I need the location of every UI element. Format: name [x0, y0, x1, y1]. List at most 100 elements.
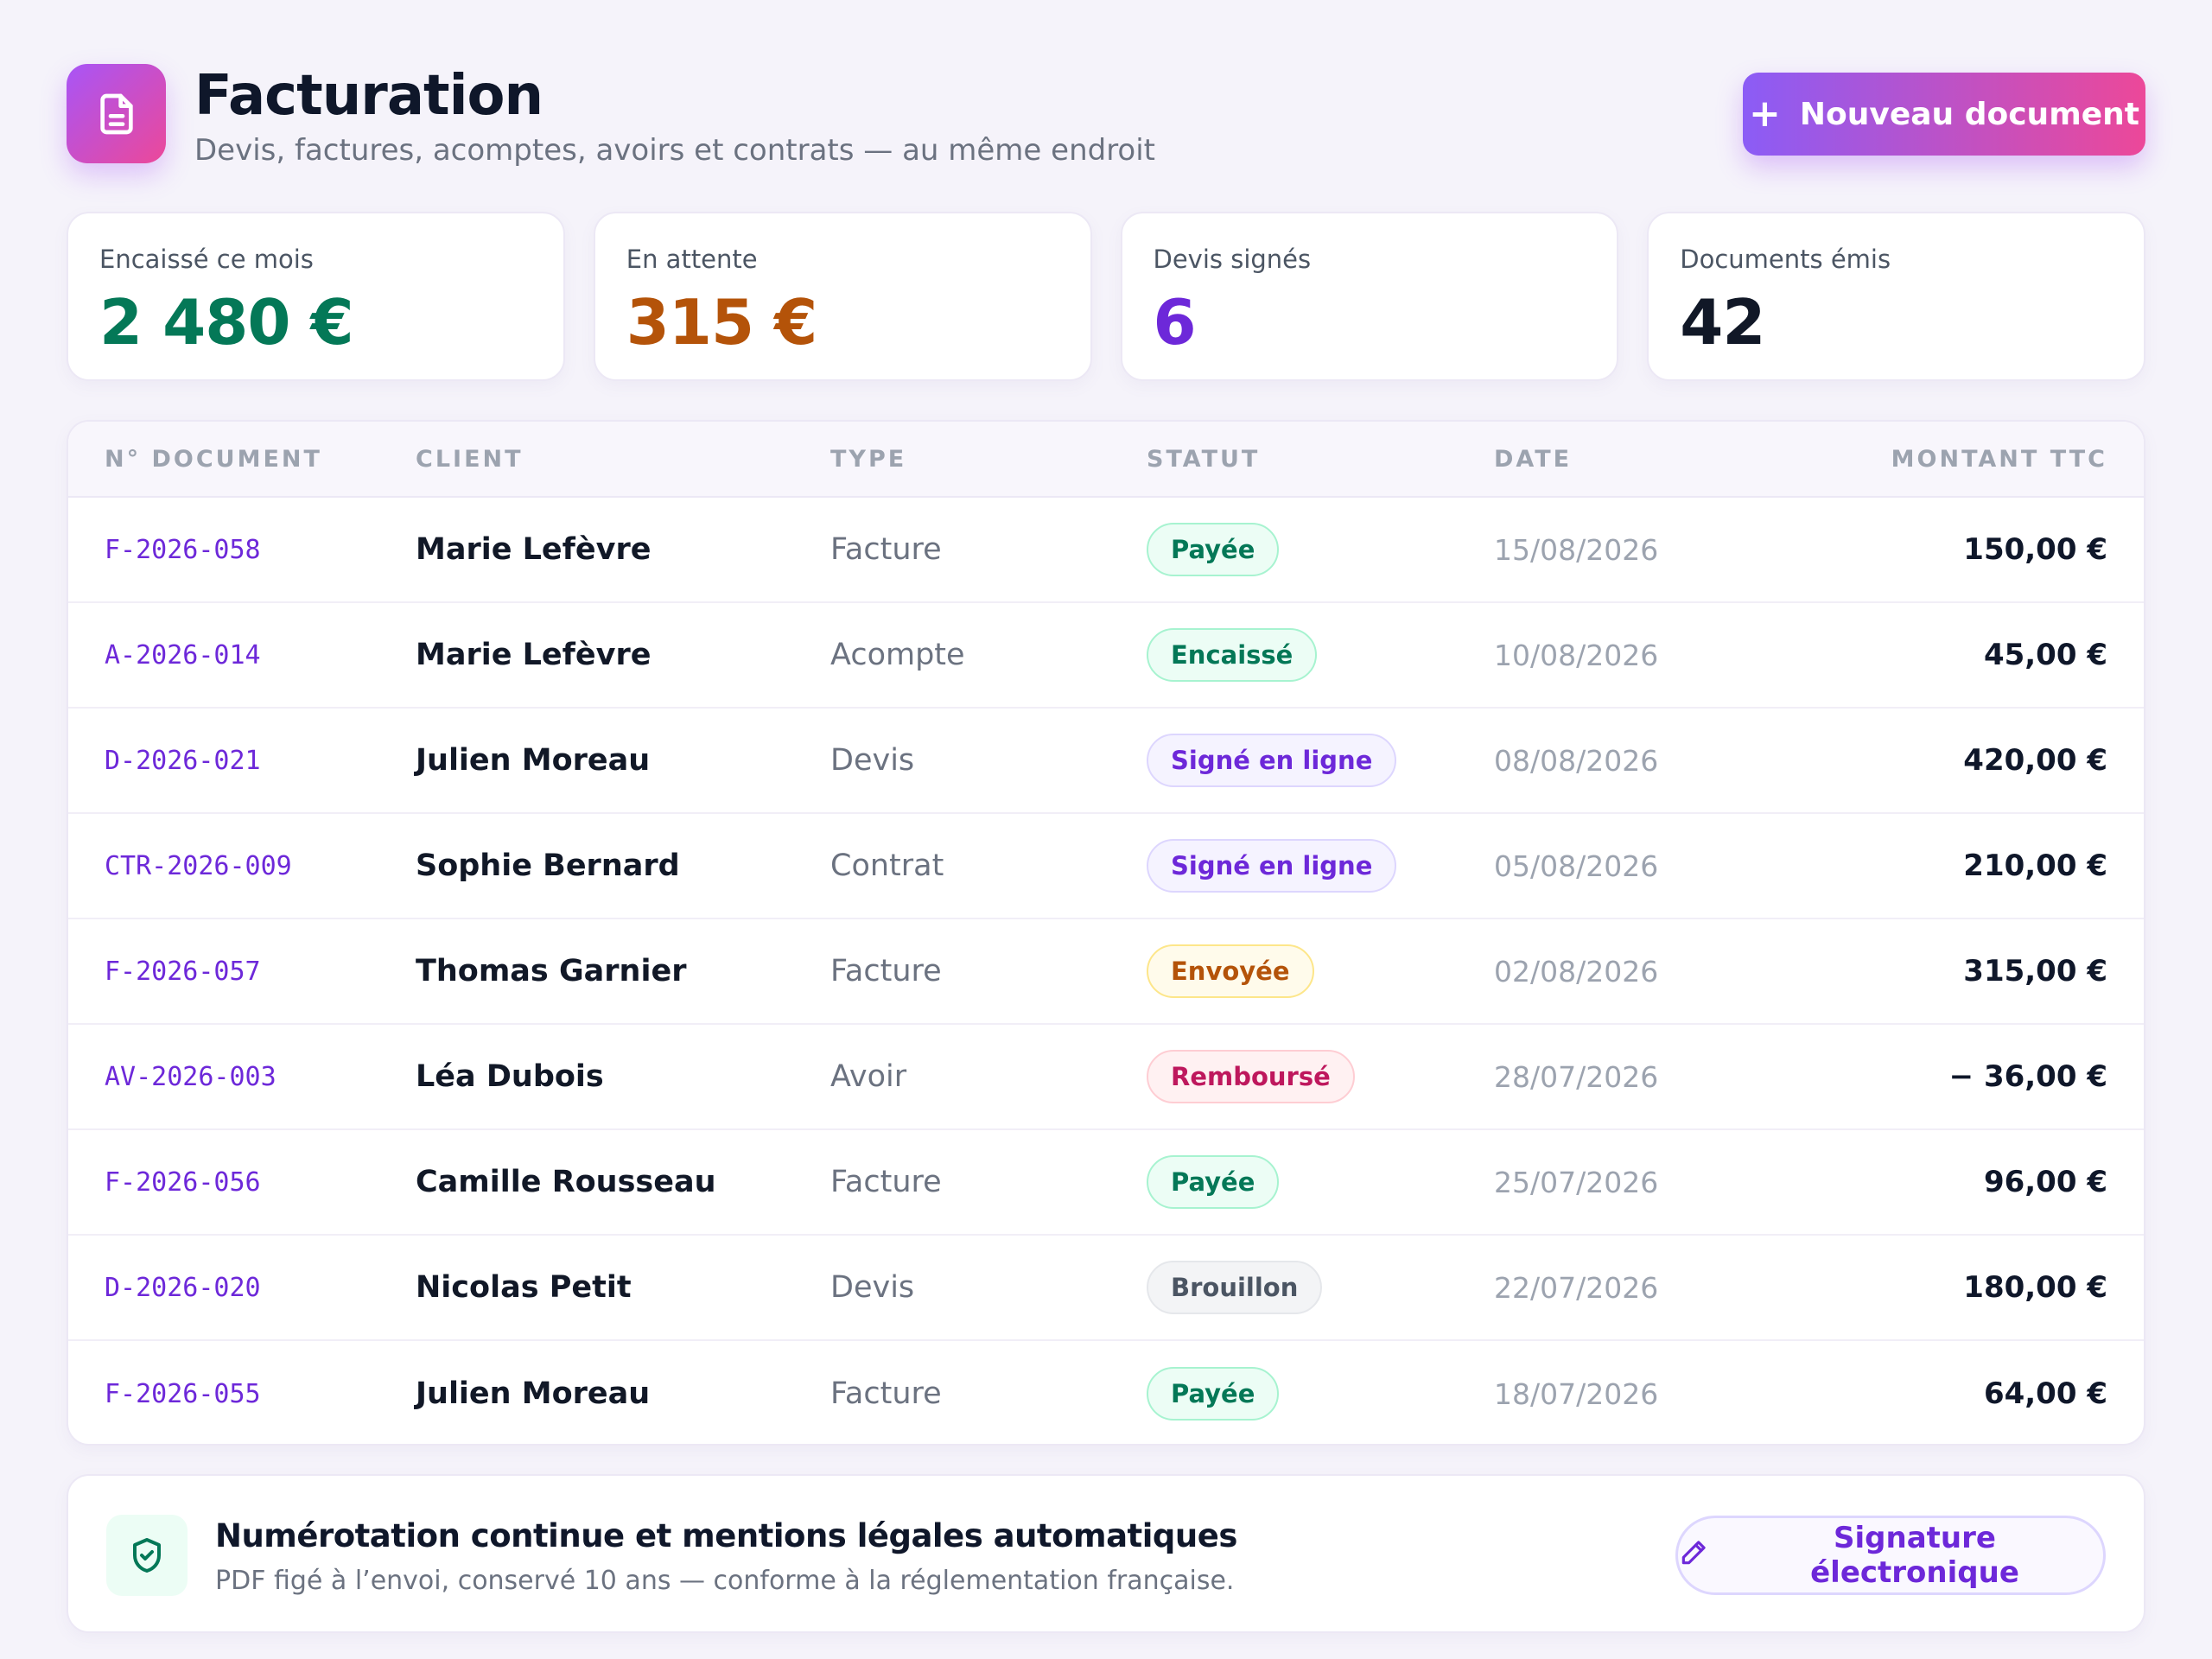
client-name: Marie Lefèvre — [416, 532, 652, 567]
document-number[interactable]: D-2026-020 — [105, 1272, 261, 1303]
table-row[interactable]: D-2026-020 Nicolas Petit Devis Brouillon 22/… — [68, 1236, 2144, 1341]
amount-ttc: 315,00 € — [1963, 954, 2107, 988]
stat-label: Devis signés — [1153, 245, 1312, 274]
column-header-type[interactable]: TYPE — [830, 445, 907, 473]
amount-ttc: 210,00 € — [1963, 849, 2107, 883]
document-type: Contrat — [830, 849, 944, 883]
column-header-status[interactable]: STATUT — [1147, 445, 1261, 473]
document-date: 28/07/2026 — [1494, 1059, 1659, 1094]
status-badge: Signé en ligne — [1147, 734, 1397, 787]
document-number[interactable]: D-2026-021 — [105, 745, 261, 776]
status-badge: Encaissé — [1147, 628, 1318, 682]
table-row[interactable]: D-2026-021 Julien Moreau Devis Signé en lig… — [68, 709, 2144, 814]
column-header-amount[interactable]: MONTANT TTC — [1891, 445, 2107, 473]
document-number[interactable]: F-2026-055 — [105, 1378, 261, 1409]
client-name: Thomas Garnier — [416, 954, 687, 988]
stat-value: 42 — [1680, 286, 1765, 359]
pen-icon — [1678, 1535, 1711, 1576]
document-number[interactable]: CTR-2026-009 — [105, 850, 292, 881]
amount-ttc: − 36,00 € — [1948, 1059, 2107, 1094]
new-document-button[interactable]: + Nouveau document — [1743, 73, 2145, 156]
compliance-title: Numérotation continue et mentions légale… — [215, 1517, 1237, 1554]
amount-ttc: 96,00 € — [1983, 1165, 2107, 1199]
document-date: 05/08/2026 — [1494, 849, 1659, 883]
status-badge: Envoyée — [1147, 944, 1314, 998]
document-date: 08/08/2026 — [1494, 743, 1659, 778]
status-badge: Payée — [1147, 1367, 1280, 1421]
column-header-client[interactable]: CLIENT — [416, 445, 524, 473]
document-type: Facture — [830, 954, 942, 988]
status-badge: Payée — [1147, 523, 1280, 576]
column-header-date[interactable]: DATE — [1494, 445, 1573, 473]
stat-card-signed-quotes: Devis signés 6 — [1120, 212, 1619, 381]
client-name: Léa Dubois — [416, 1059, 604, 1094]
document-number[interactable]: F-2026-057 — [105, 956, 261, 987]
document-date: 10/08/2026 — [1494, 638, 1659, 672]
table-row[interactable]: F-2026-057 Thomas Garnier Facture Envoyée 02… — [68, 919, 2144, 1025]
document-number[interactable]: AV-2026-003 — [105, 1061, 276, 1092]
document-type: Acompte — [830, 638, 965, 672]
stat-card-pending: En attente 315 € — [593, 212, 1092, 381]
stats-row: Encaissé ce mois 2 480 € En attente 315 … — [67, 212, 2145, 381]
table-row[interactable]: F-2026-056 Camille Rousseau Facture Payée 25… — [68, 1130, 2144, 1236]
amount-ttc: 64,00 € — [1983, 1376, 2107, 1411]
amount-ttc: 420,00 € — [1963, 743, 2107, 778]
status-badge: Brouillon — [1147, 1261, 1323, 1314]
page-header: Facturation Devis, factures, acomptes, a… — [67, 62, 2145, 168]
electronic-signature-label: Signature électronique — [1810, 1521, 2019, 1590]
documents-table: N° DOCUMENT CLIENT TYPE STATUT DATE MONT… — [67, 420, 2145, 1446]
plus-icon: + — [1749, 92, 1781, 136]
table-body: F-2026-058 Marie Lefèvre Facture Payée 15/08… — [68, 498, 2144, 1444]
stat-label: En attente — [626, 245, 758, 274]
document-date: 02/08/2026 — [1494, 954, 1659, 988]
new-document-label: Nouveau document — [1799, 96, 2139, 132]
stat-label: Documents émis — [1680, 245, 1891, 274]
page-title: Facturation — [194, 64, 543, 128]
stat-card-collected: Encaissé ce mois 2 480 € — [67, 212, 565, 381]
compliance-banner: Numérotation continue et mentions légale… — [67, 1474, 2145, 1633]
table-header: N° DOCUMENT CLIENT TYPE STATUT DATE MONT… — [68, 422, 2144, 498]
stat-value: 315 € — [626, 286, 817, 359]
status-badge: Signé en ligne — [1147, 839, 1397, 893]
document-type: Facture — [830, 532, 942, 567]
document-icon — [67, 64, 166, 163]
document-type: Devis — [830, 1270, 915, 1305]
page-subtitle: Devis, factures, acomptes, avoirs et con… — [194, 133, 1156, 168]
amount-ttc: 150,00 € — [1963, 532, 2107, 567]
document-date: 18/07/2026 — [1494, 1376, 1659, 1411]
client-name: Julien Moreau — [416, 743, 651, 778]
document-date: 15/08/2026 — [1494, 532, 1659, 567]
table-row[interactable]: F-2026-055 Julien Moreau Facture Payée 18/07… — [68, 1341, 2144, 1444]
column-header-number[interactable]: N° DOCUMENT — [105, 445, 322, 473]
client-name: Julien Moreau — [416, 1376, 651, 1411]
client-name: Sophie Bernard — [416, 849, 680, 883]
compliance-subtitle: PDF figé à l’envoi, conservé 10 ans — co… — [215, 1566, 1235, 1596]
document-date: 25/07/2026 — [1494, 1165, 1659, 1199]
client-name: Nicolas Petit — [416, 1270, 632, 1305]
table-row[interactable]: A-2026-014 Marie Lefèvre Acompte Encaissé 10… — [68, 603, 2144, 709]
stat-value: 2 480 € — [99, 286, 354, 359]
document-date: 22/07/2026 — [1494, 1270, 1659, 1305]
client-name: Marie Lefèvre — [416, 638, 652, 672]
document-number[interactable]: F-2026-056 — [105, 1166, 261, 1198]
status-badge: Payée — [1147, 1155, 1280, 1209]
electronic-signature-button[interactable]: Signature électronique — [1675, 1516, 2106, 1595]
status-badge: Remboursé — [1147, 1050, 1355, 1103]
amount-ttc: 180,00 € — [1963, 1270, 2107, 1305]
stat-value: 6 — [1153, 286, 1197, 359]
table-row[interactable]: AV-2026-003 Léa Dubois Avoir Remboursé 28/07… — [68, 1025, 2144, 1130]
document-number[interactable]: F-2026-058 — [105, 534, 261, 565]
document-type: Devis — [830, 743, 915, 778]
stat-card-issued-documents: Documents émis 42 — [1647, 212, 2145, 381]
shield-check-icon — [106, 1515, 188, 1596]
client-name: Camille Rousseau — [416, 1165, 716, 1199]
document-type: Facture — [830, 1165, 942, 1199]
document-type: Facture — [830, 1376, 942, 1411]
stat-label: Encaissé ce mois — [99, 245, 314, 274]
table-row[interactable]: CTR-2026-009 Sophie Bernard Contrat Signé e… — [68, 814, 2144, 919]
amount-ttc: 45,00 € — [1983, 638, 2107, 672]
document-number[interactable]: A-2026-014 — [105, 639, 261, 671]
table-row[interactable]: F-2026-058 Marie Lefèvre Facture Payée 15/08… — [68, 498, 2144, 603]
document-type: Avoir — [830, 1059, 907, 1094]
